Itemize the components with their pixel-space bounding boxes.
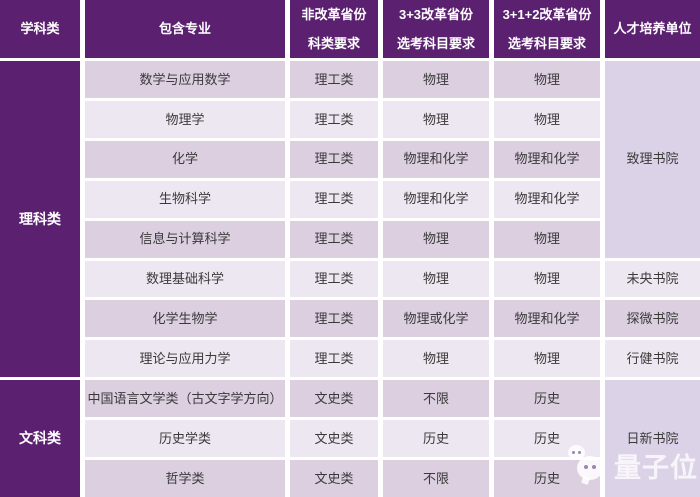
req312-cell: 历史 [494,460,600,497]
req312-cell: 物理 [494,61,600,98]
major-cell: 化学生物学 [85,300,285,338]
class-cell: 理工类 [290,140,378,178]
req312-cell: 物理 [494,340,600,378]
class-cell: 理工类 [290,180,378,218]
req33-cell: 物理和化学 [383,180,489,218]
req312-cell: 物理和化学 [494,140,600,178]
header-3plus1plus2-line2: 选考科目要求 [507,35,586,51]
req312-cell: 物理和化学 [494,180,600,218]
req33-cell: 历史 [383,420,489,458]
header-3plus1plus2-provinces: 3+1+2改革省份 选考科目要求 [494,0,600,58]
class-cell: 文史类 [290,420,378,458]
class-cell: 文史类 [290,380,378,418]
header-included-majors-label: 包含专业 [158,21,211,37]
class-cell: 理工类 [290,220,378,258]
header-3plus3-line1: 3+3改革省份 [398,6,474,22]
header-included-majors: 包含专业 [85,0,285,58]
req312-cell: 历史 [494,420,600,458]
header-subject-category: 学科类 [0,0,80,58]
category-cell-liberal-arts: 文科类 [0,380,80,497]
req33-cell: 物理 [383,260,489,298]
class-cell: 理工类 [290,300,378,338]
major-cell: 中国语言文学类（古文字学方向） [85,380,285,418]
header-training-unit: 人才培养单位 [605,0,700,58]
major-cell: 化学 [85,140,285,178]
unit-cell-zhili: 致理书院 [605,61,700,258]
header-3plus1plus2-line1: 3+1+2改革省份 [502,6,592,22]
major-cell: 理论与应用力学 [85,340,285,378]
unit-cell-rixin: 日新书院 [605,380,700,497]
header-subject-category-label: 学科类 [20,21,60,37]
header-nonreform-line1: 非改革省份 [301,6,367,22]
req33-cell: 物理 [383,100,489,138]
class-cell: 理工类 [290,260,378,298]
req33-cell: 物理 [383,61,489,98]
req312-cell: 历史 [494,380,600,418]
major-cell: 哲学类 [85,460,285,497]
class-cell: 理工类 [290,340,378,378]
req312-cell: 物理 [494,220,600,258]
major-cell: 物理学 [85,100,285,138]
major-cell: 数学与应用数学 [85,61,285,98]
major-cell: 历史学类 [85,420,285,458]
req33-cell: 不限 [383,380,489,418]
req312-cell: 物理 [494,100,600,138]
header-nonreform-line2: 科类要求 [307,35,360,51]
req33-cell: 物理和化学 [383,140,489,178]
header-training-unit-label: 人才培养单位 [613,21,692,37]
header-3plus3-provinces: 3+3改革省份 选考科目要求 [383,0,489,58]
header-nonreform-provinces: 非改革省份 科类要求 [290,0,378,58]
header-3plus3-line2: 选考科目要求 [396,35,475,51]
category-cell-science: 理科类 [0,61,80,378]
unit-cell-weiyang: 未央书院 [605,260,700,298]
class-cell: 理工类 [290,100,378,138]
req33-cell: 物理 [383,340,489,378]
major-cell: 生物科学 [85,180,285,218]
unit-cell-tanwei: 探微书院 [605,300,700,338]
req312-cell: 物理和化学 [494,300,600,338]
class-cell: 文史类 [290,460,378,497]
major-cell: 数理基础科学 [85,260,285,298]
class-cell: 理工类 [290,61,378,98]
req33-cell: 物理或化学 [383,300,489,338]
req33-cell: 不限 [383,460,489,497]
req33-cell: 物理 [383,220,489,258]
major-cell: 信息与计算科学 [85,220,285,258]
req312-cell: 物理 [494,260,600,298]
unit-cell-xingjian: 行健书院 [605,340,700,378]
